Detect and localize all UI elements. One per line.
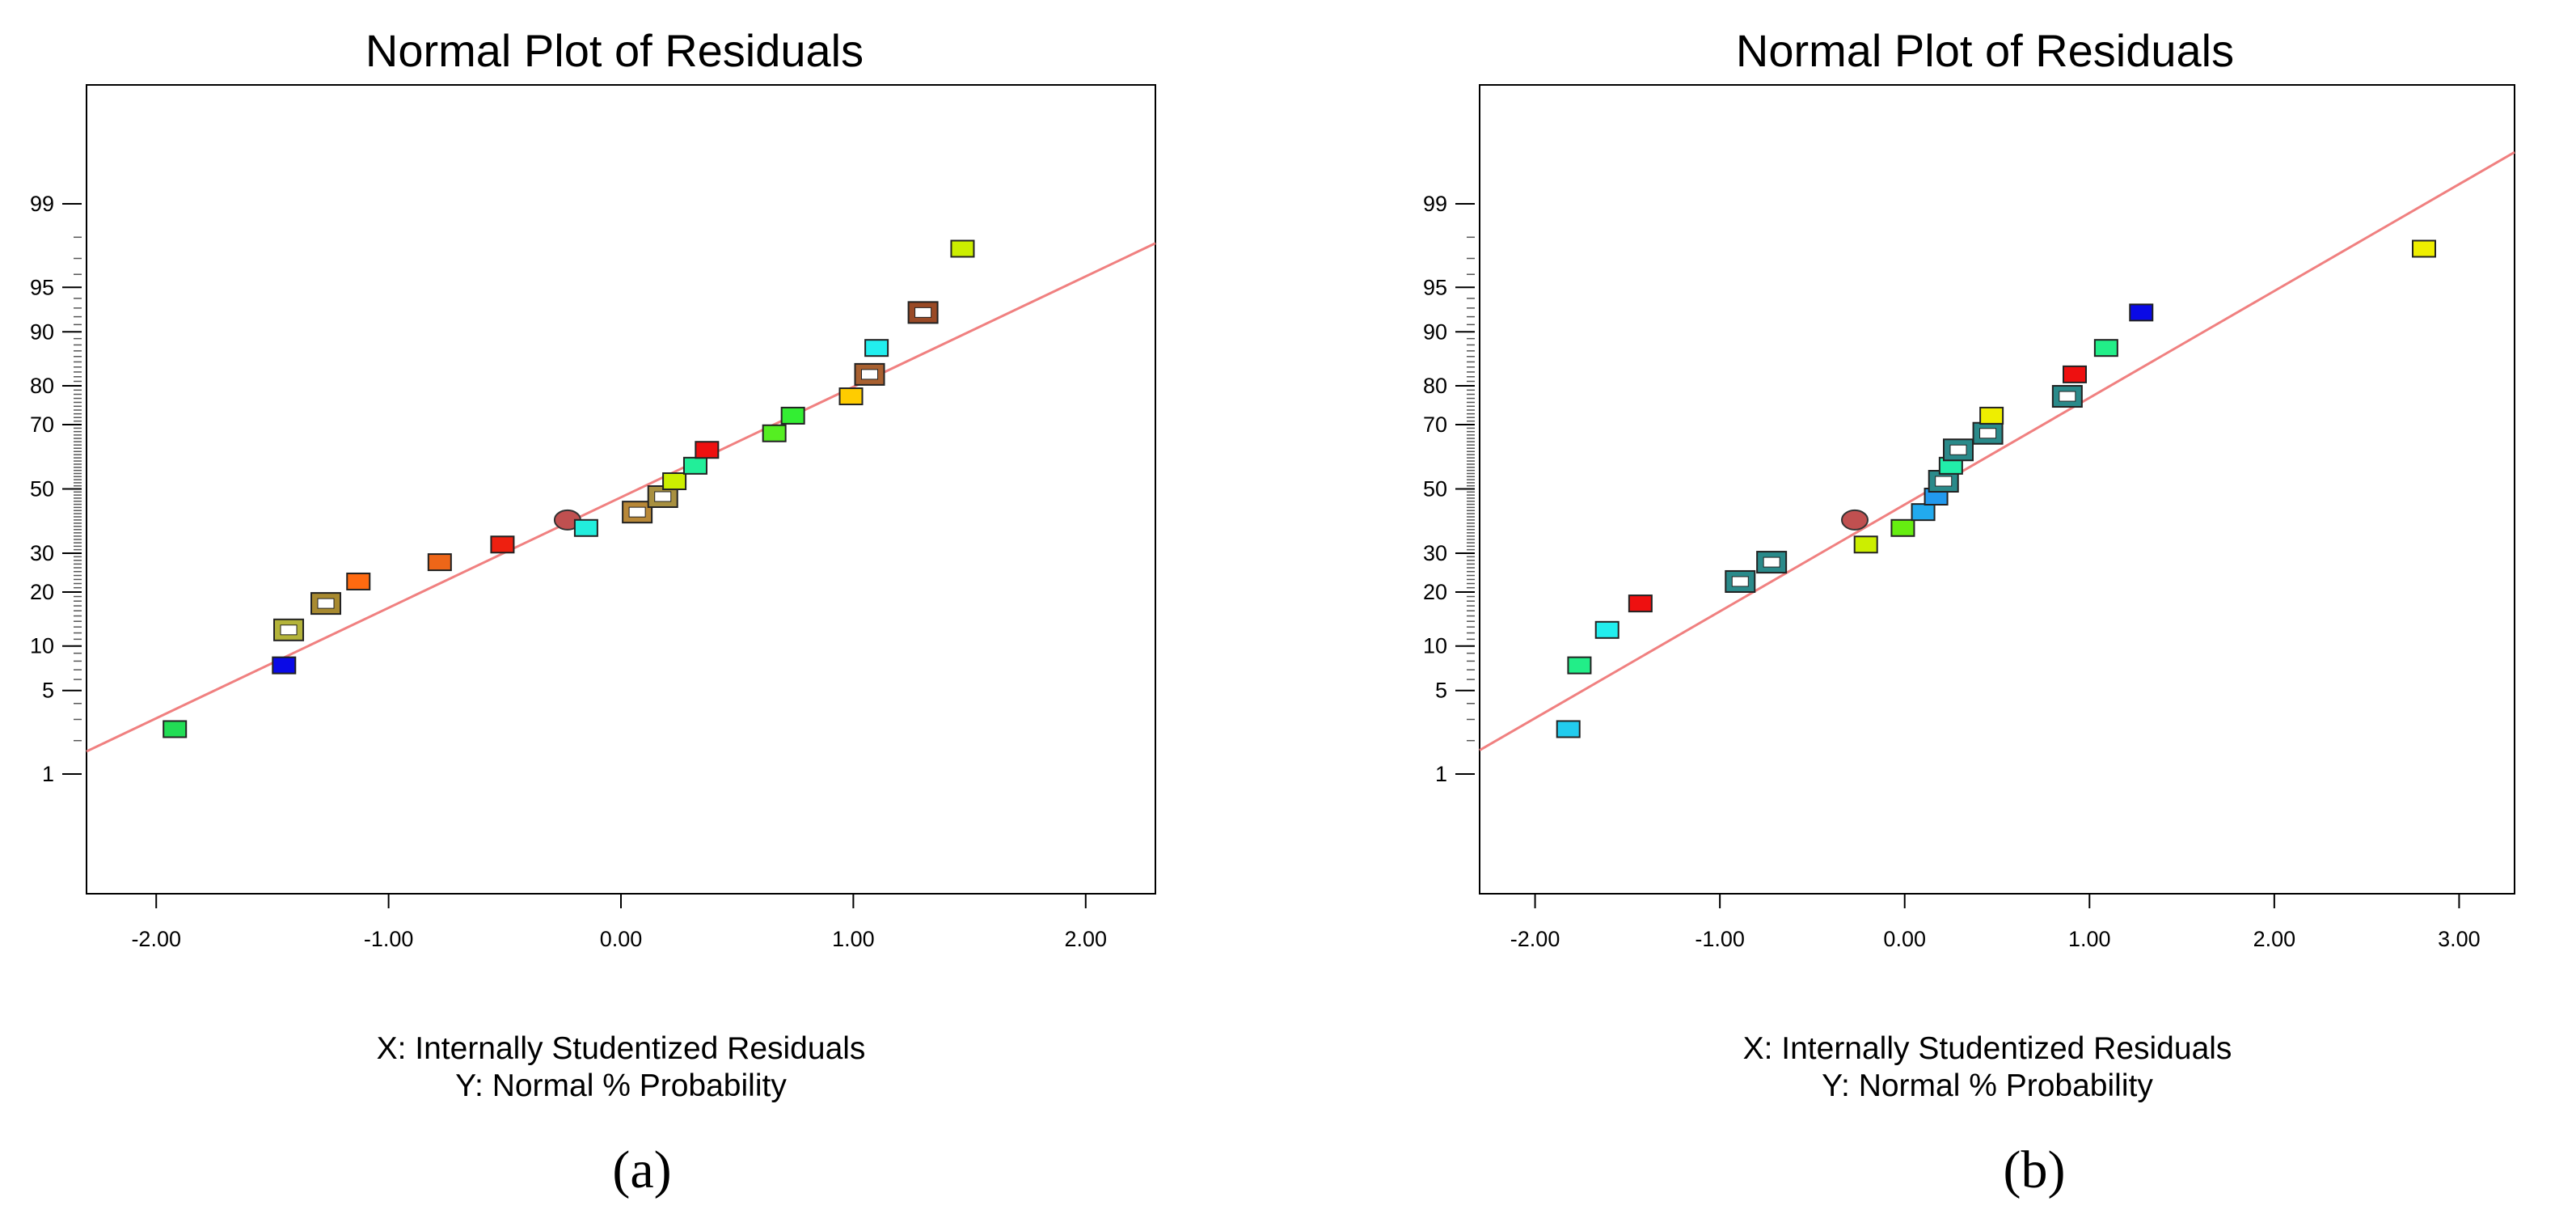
- y-tick-label: 5: [42, 679, 54, 703]
- y-axis-label: Y: Normal % Probability: [1822, 1068, 2153, 1103]
- y-tick-label: 95: [30, 275, 54, 299]
- y-tick-label: 70: [30, 412, 54, 437]
- y-tick-label: 80: [1423, 374, 1447, 398]
- plot-frame: [1479, 84, 2515, 895]
- y-tick-label: 95: [1423, 275, 1447, 299]
- x-tick-label: -2.00: [131, 927, 181, 951]
- data-point: [346, 572, 371, 590]
- data-point: [695, 441, 720, 459]
- data-point: [2412, 239, 2436, 258]
- data-point: [1943, 438, 1974, 462]
- x-axis-label: X: Internally Studentized Residuals: [1743, 1031, 2232, 1066]
- y-tick-label: 90: [1423, 319, 1447, 344]
- data-points: [1556, 239, 2436, 738]
- data-point: [907, 301, 939, 324]
- data-point: [273, 618, 305, 641]
- y-tick-label: 99: [1423, 192, 1447, 216]
- data-point: [272, 656, 297, 675]
- data-point: [1890, 518, 1915, 537]
- y-tick-label: 30: [1423, 541, 1447, 565]
- y-tick-label: 20: [30, 580, 54, 604]
- y-tick-label: 70: [1423, 412, 1447, 437]
- x-tick-label: 2.00: [1065, 927, 1108, 951]
- y-tick-label: 99: [30, 192, 54, 216]
- y-tick-label: 1: [42, 762, 54, 786]
- data-point: [1853, 535, 1878, 554]
- y-tick-label: 5: [1435, 679, 1447, 703]
- data-point: [1972, 421, 2004, 445]
- data-point: [1567, 656, 1592, 675]
- x-tick-label: -2.00: [1510, 927, 1560, 951]
- data-point: [490, 535, 515, 554]
- data-point: [1979, 406, 2004, 425]
- y-axis-label: Y: Normal % Probability: [455, 1068, 787, 1103]
- y-tick-label: 50: [30, 477, 54, 501]
- data-points: [163, 239, 975, 738]
- data-point: [762, 424, 787, 442]
- x-axis-label: X: Internally Studentized Residuals: [377, 1031, 866, 1066]
- chart-panel-a: Normal Plot of Residuals 1 5 10 20 30 50 70 80 9…: [30, 25, 1156, 1199]
- x-tick-label: 0.00: [600, 927, 643, 951]
- chart-title: Normal Plot of Residuals: [1736, 25, 2234, 76]
- data-point: [1594, 620, 1620, 639]
- data-point: [427, 553, 452, 572]
- chart-panel-b: Normal Plot of Residuals 1 5 10 20 30 50 70 80 9…: [1423, 25, 2515, 1199]
- y-tick-label: 20: [1423, 580, 1447, 604]
- x-tick-label: 1.00: [2068, 927, 2111, 951]
- y-tick-label: 30: [30, 541, 54, 565]
- x-axis-ticks: -2.00 -1.00 0.00 1.00 2.00 3.00: [1510, 894, 2481, 951]
- x-tick-label: 3.00: [2438, 927, 2481, 951]
- y-axis-ticks: 1 5 10 20 30 50 70 80 90 95 99: [30, 192, 82, 786]
- data-point: [1911, 503, 1936, 522]
- plot-frame: [86, 84, 1156, 895]
- chart-title: Normal Plot of Residuals: [365, 25, 864, 76]
- y-axis-ticks: 1 5 10 20 30 50 70 80 90 95 99: [1423, 192, 1475, 786]
- y-tick-label: 80: [30, 374, 54, 398]
- y-minor-ticks: [1467, 203, 1475, 775]
- x-tick-label: -1.00: [364, 927, 414, 951]
- data-point: [622, 501, 653, 524]
- data-point: [864, 339, 889, 357]
- data-point: [1725, 569, 1756, 593]
- y-tick-label: 10: [1423, 634, 1447, 658]
- data-point: [780, 406, 805, 425]
- data-point: [662, 472, 687, 490]
- data-point: [163, 720, 188, 738]
- y-tick-label: 1: [1435, 762, 1447, 786]
- data-point: [2129, 303, 2154, 322]
- data-point: [2093, 339, 2118, 357]
- data-point: [1556, 720, 1581, 738]
- data-point: [950, 239, 975, 258]
- data-point: [2051, 385, 2083, 408]
- x-axis-ticks: -2.00 -1.00 0.00 1.00 2.00: [131, 894, 1107, 951]
- x-tick-label: -1.00: [1695, 927, 1745, 951]
- data-point: [310, 592, 342, 616]
- data-point: [1756, 551, 1788, 574]
- reference-line: [1479, 150, 2515, 751]
- x-tick-label: 1.00: [832, 927, 875, 951]
- data-point: [573, 518, 598, 537]
- x-tick-label: 0.00: [1883, 927, 1926, 951]
- data-point: [854, 362, 885, 386]
- plot-area: [86, 84, 1156, 895]
- data-point: [682, 456, 707, 475]
- panel-label-a: (a): [612, 1140, 671, 1199]
- y-tick-label: 90: [30, 319, 54, 344]
- plot-area: [1479, 84, 2515, 895]
- y-tick-label: 50: [1423, 477, 1447, 501]
- data-point: [2063, 365, 2087, 383]
- panel-label-b: (b): [2004, 1140, 2066, 1199]
- x-tick-label: 2.00: [2253, 927, 2296, 951]
- data-point: [1628, 594, 1653, 613]
- data-point: [1841, 509, 1869, 531]
- y-tick-label: 10: [30, 634, 54, 658]
- data-point: [838, 387, 864, 406]
- reference-line: [86, 242, 1156, 753]
